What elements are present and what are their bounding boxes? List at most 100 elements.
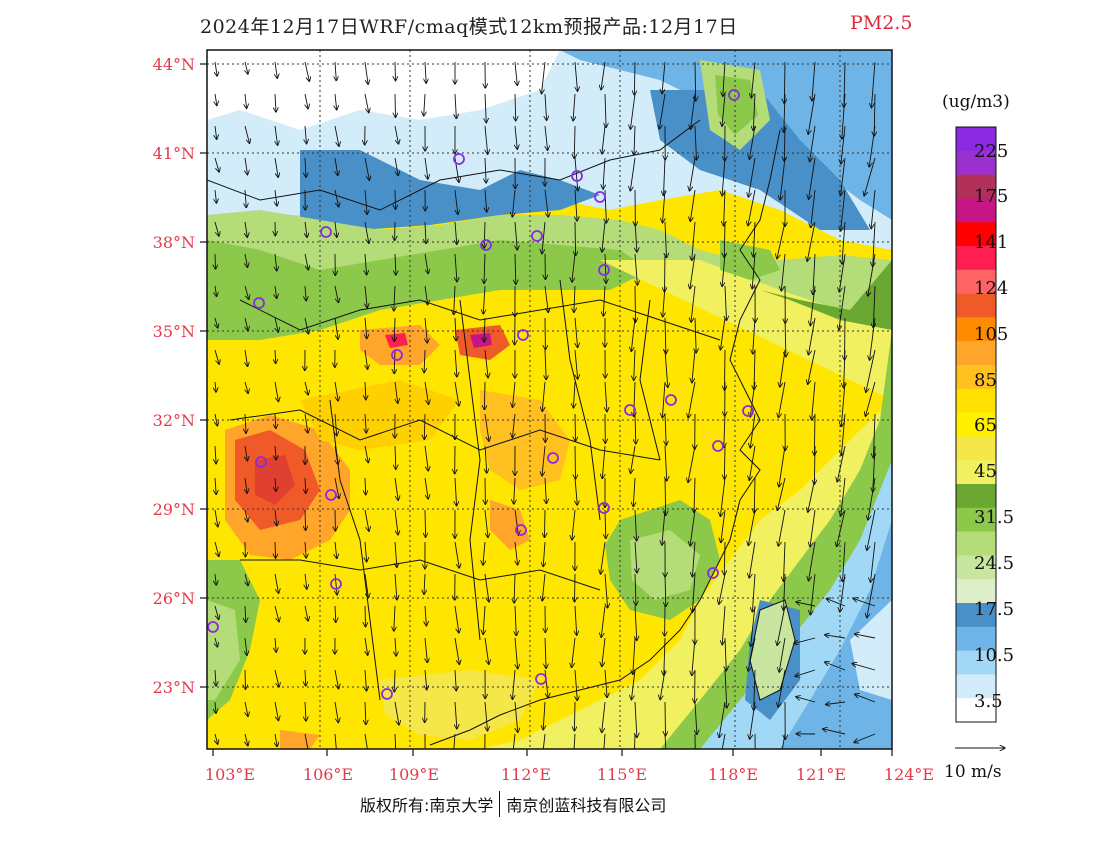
wind-vector [454,637,459,665]
wind-vector [455,253,457,282]
wind-vector [826,599,846,607]
wind-vector [749,541,756,578]
wind-vector [853,598,876,607]
wind-vector [602,221,606,252]
wind-vector [542,221,546,254]
city-marker [742,405,754,417]
wind-vector [601,605,606,637]
wind-vector [796,697,816,703]
wind-vector [215,701,216,713]
colorbar-label: 225 [974,141,1009,162]
wind-vector [395,573,397,600]
wind-vector [424,253,428,274]
wind-vector [274,381,279,402]
wind-vector [483,541,485,565]
wind-vector [424,477,428,499]
wind-vector [394,733,397,749]
colorbar-label: 124 [974,278,1009,299]
city-marker [391,349,403,361]
wind-vector [688,381,696,418]
wind-vector [605,573,608,608]
wind-vector [334,381,338,401]
wind-vector [868,253,876,296]
wind-vector [275,509,277,526]
wind-vector [855,694,876,703]
wind-vector [807,221,816,261]
wind-vector [455,701,457,729]
wind-vector [825,635,846,639]
wind-vector [485,125,488,154]
city-marker [728,89,740,101]
wind-vector [484,381,485,410]
wind-vector [395,189,396,209]
wind-vector [334,669,339,689]
wind-vector [424,93,425,116]
wind-vector [605,253,606,283]
colorbar-swatch [956,650,996,675]
wind-vector [574,701,575,731]
wind-vector [750,381,756,417]
wind-vector [692,541,695,577]
wind-vector [605,93,606,128]
wind-vector [545,93,547,121]
wind-vector [603,157,605,189]
colorbar-swatch [956,507,996,532]
copyright-separator [499,791,501,817]
wind-vector [665,253,666,292]
wind-vector [601,541,606,574]
wind-vector [809,541,816,581]
wind-vector [751,605,756,647]
wind-vector [753,317,755,354]
wind-vector [485,701,488,731]
wind-vector [365,477,366,495]
wind-vector [424,157,428,179]
wind-vector [425,285,428,305]
wind-vector [515,61,517,86]
wind-vector [365,317,367,339]
lon-label: 118°E [707,765,759,784]
wind-vector [215,413,217,426]
wind-vector [305,477,306,494]
wind-vector [365,701,366,725]
wind-vector [364,221,369,243]
wind-vector [868,477,876,520]
wind-vector [634,61,635,95]
wind-vector [864,157,876,196]
wind-vector [545,349,546,380]
wind-vector [334,701,338,723]
wind-vector [214,605,219,620]
wind-vector [214,541,219,557]
city-marker [707,567,719,579]
colorbar-swatch [956,127,996,152]
wind-vector [394,285,395,311]
wind-vector [454,541,459,568]
wind-vector [873,221,875,267]
city-marker [381,688,393,700]
wind-vector [605,669,607,698]
wind-vector [814,445,815,484]
wind-vector [543,701,545,730]
wind-vector [722,605,726,645]
wind-vector [365,669,367,691]
wind-vector [781,253,786,291]
city-marker [712,440,724,452]
city-marker [531,230,543,242]
wind-vector [665,701,666,736]
title-row: 2024年12月17日WRF/cmaq模式12km预报产品:12月17日 PM2… [200,12,940,40]
city-marker [517,329,529,341]
wind-vector [750,413,756,448]
wind-vector [545,637,546,669]
wind-vector [748,509,756,546]
wind-vector [634,381,635,417]
wind-vector [214,349,219,364]
wind-vector [601,61,606,90]
copyright-footer: 版权所有:南京大学 南京创蓝科技有限公司 [360,791,666,817]
wind-vector [871,61,876,108]
wind-vector [784,573,786,610]
wind-vector [694,477,695,513]
wind-vector [574,285,575,313]
wind-vector [691,285,696,322]
wind-vector [575,573,576,602]
wind-vector [748,637,756,671]
wind-vector [724,221,725,258]
